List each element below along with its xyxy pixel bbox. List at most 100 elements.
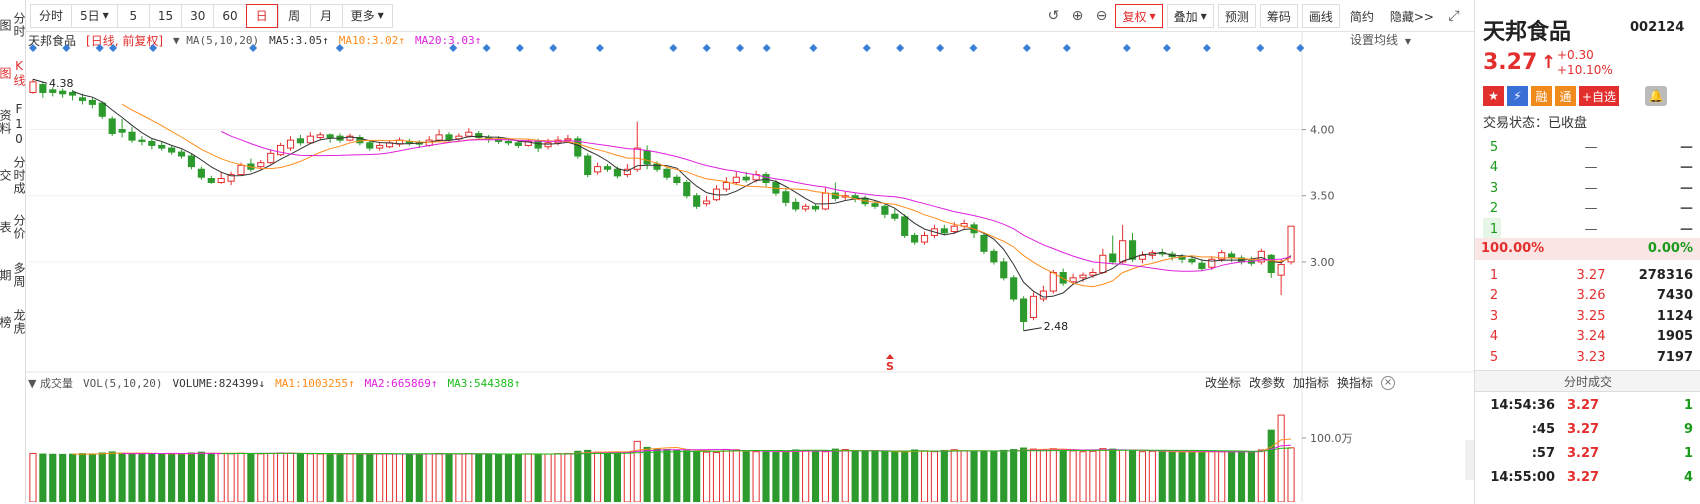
- ma5-line: [72, 90, 1292, 298]
- candle-down: [504, 140, 513, 144]
- volume-bar-down: [1128, 450, 1137, 502]
- volume-ma-lines: [72, 438, 1292, 455]
- change-axis-button[interactable]: 改坐标: [1205, 376, 1242, 390]
- bell-icon[interactable]: 🔔: [1645, 86, 1667, 106]
- nav-item-3[interactable]: 分时成交: [0, 155, 26, 195]
- period-button-2[interactable]: 5: [116, 3, 149, 28]
- y-tick-label: 4.00: [1310, 124, 1335, 137]
- badge-1[interactable]: ⚡: [1507, 86, 1528, 106]
- period-button-7[interactable]: 周: [277, 3, 310, 28]
- restore-rights-dropdown[interactable]: 复权 ▼: [1115, 4, 1163, 28]
- period-button-9[interactable]: 更多 ▼: [341, 3, 393, 28]
- nav-item-2[interactable]: F10资料: [0, 102, 26, 147]
- add-indicator-button[interactable]: 加指标: [1293, 376, 1330, 390]
- candle-up: [802, 205, 810, 210]
- badge-3[interactable]: 通: [1555, 86, 1576, 106]
- ma-settings-dropdown[interactable]: 设置均线 ▼: [1350, 31, 1411, 48]
- volume-bar-up: [722, 449, 730, 502]
- period-label: 日: [255, 9, 268, 23]
- candle-down: [901, 216, 909, 236]
- period-button-6[interactable]: 日: [245, 3, 278, 28]
- period-button-5[interactable]: 60: [213, 3, 246, 28]
- undo-icon[interactable]: ↺: [1047, 8, 1060, 24]
- forecast-button[interactable]: 预测: [1217, 4, 1256, 28]
- candle-down: [118, 129, 126, 133]
- fullscreen-icon[interactable]: ⤢: [1448, 8, 1460, 24]
- level-price: —: [1584, 139, 1598, 155]
- zoom-out-icon[interactable]: ⊖: [1095, 8, 1108, 24]
- candle-down: [366, 142, 374, 149]
- nav-item-1[interactable]: K线图: [0, 59, 26, 87]
- kline-chart[interactable]: 4.00 3.50 3.00 4.38 2.48 S 100.0万: [26, 32, 1474, 502]
- candle-up: [1208, 258, 1216, 268]
- badge-4[interactable]: +自选: [1579, 86, 1620, 106]
- change-params-button[interactable]: 改参数: [1249, 376, 1286, 390]
- event-marker: [1022, 44, 1031, 52]
- ma-settings-label: 设置均线: [1350, 33, 1399, 47]
- candle-down: [1188, 258, 1196, 263]
- candle-up: [1029, 295, 1038, 319]
- nav-item-5[interactable]: 多周期: [0, 262, 26, 288]
- volume-bar-down: [584, 449, 592, 502]
- volume-bar-down: [603, 452, 612, 502]
- volume-bar-up: [1089, 450, 1097, 502]
- volume-bar-up: [1138, 451, 1147, 502]
- level-volume: —: [1680, 139, 1693, 155]
- candle-down: [138, 139, 146, 142]
- volume-bar-up: [732, 449, 740, 502]
- simple-mode-button[interactable]: 简约: [1343, 4, 1380, 28]
- period-button-0[interactable]: 分时: [30, 3, 72, 28]
- badge-0[interactable]: ★: [1483, 86, 1504, 106]
- chart-toolbar: 分时 5日 ▼ 5 15 30 60 日周月更多 ▼ ↺ ⊕ ⊖ 复权 ▼ 叠加 ▼ 预测 筹码 画…: [26, 0, 1474, 32]
- level-price: —: [1584, 160, 1598, 175]
- volume-bar-up: [802, 449, 810, 502]
- candle-down: [148, 140, 156, 146]
- change-percent: +10.10%: [1557, 63, 1613, 77]
- zoom-in-icon[interactable]: ⊕: [1071, 8, 1084, 24]
- switch-indicator-button[interactable]: 换指标: [1337, 376, 1374, 390]
- draw-line-button[interactable]: 画线: [1301, 4, 1340, 28]
- volume-bar-up: [376, 453, 384, 502]
- chips-button[interactable]: 筹码: [1259, 4, 1298, 28]
- signal-label: S: [886, 360, 894, 373]
- candle-down: [88, 99, 96, 105]
- panel-scroll-handle[interactable]: [1465, 440, 1475, 480]
- nav-item-4[interactable]: 分价表: [0, 214, 26, 240]
- candle-up: [1119, 240, 1127, 263]
- candle-up: [950, 225, 958, 232]
- badge-2[interactable]: 融: [1531, 86, 1552, 106]
- volume-bar-down: [485, 453, 493, 502]
- overlay-dropdown[interactable]: 叠加 ▼: [1166, 4, 1214, 28]
- nav-item-0[interactable]: 分时图: [0, 12, 26, 38]
- candle-down: [881, 205, 889, 215]
- period-button-1[interactable]: 5日 ▼: [71, 3, 117, 28]
- trade-row: 14:54:36 3.27 1: [1475, 398, 1700, 420]
- candle-up: [920, 234, 929, 243]
- volume-bar-up: [633, 440, 641, 502]
- volume-bar-down: [168, 453, 176, 502]
- volume-bar-down: [296, 453, 304, 502]
- nav-item-6[interactable]: 龙虎榜: [0, 309, 26, 335]
- close-icon[interactable]: ×: [1381, 375, 1396, 390]
- period-button-8[interactable]: 月: [309, 3, 342, 28]
- hide-panel-button[interactable]: 隐藏>>: [1383, 4, 1440, 28]
- volume-bar-down: [356, 453, 364, 502]
- event-marker: [1256, 44, 1265, 52]
- trade-row: 14:55:00 3.27 4: [1475, 470, 1700, 492]
- volume-bar-up: [544, 453, 552, 502]
- level-number: 1: [1489, 267, 1499, 283]
- volume-title[interactable]: ▼ 成交量: [28, 377, 73, 390]
- period-label: 60: [222, 8, 238, 23]
- event-marker: [736, 44, 745, 52]
- volume-bar-up: [306, 453, 314, 502]
- candle-down: [1020, 298, 1028, 322]
- period-button-3[interactable]: 15: [148, 3, 182, 28]
- volume-bar-down: [693, 450, 701, 502]
- period-label: 5日: [80, 9, 100, 23]
- change-amount: +0.30: [1557, 48, 1594, 62]
- period-button-4[interactable]: 30: [181, 3, 214, 28]
- trade-price: 3.27: [1567, 398, 1600, 413]
- volume-bar-up: [1069, 450, 1077, 502]
- ma-params-label[interactable]: ▼ MA(5,10,20): [173, 33, 260, 47]
- candle-down: [168, 147, 176, 153]
